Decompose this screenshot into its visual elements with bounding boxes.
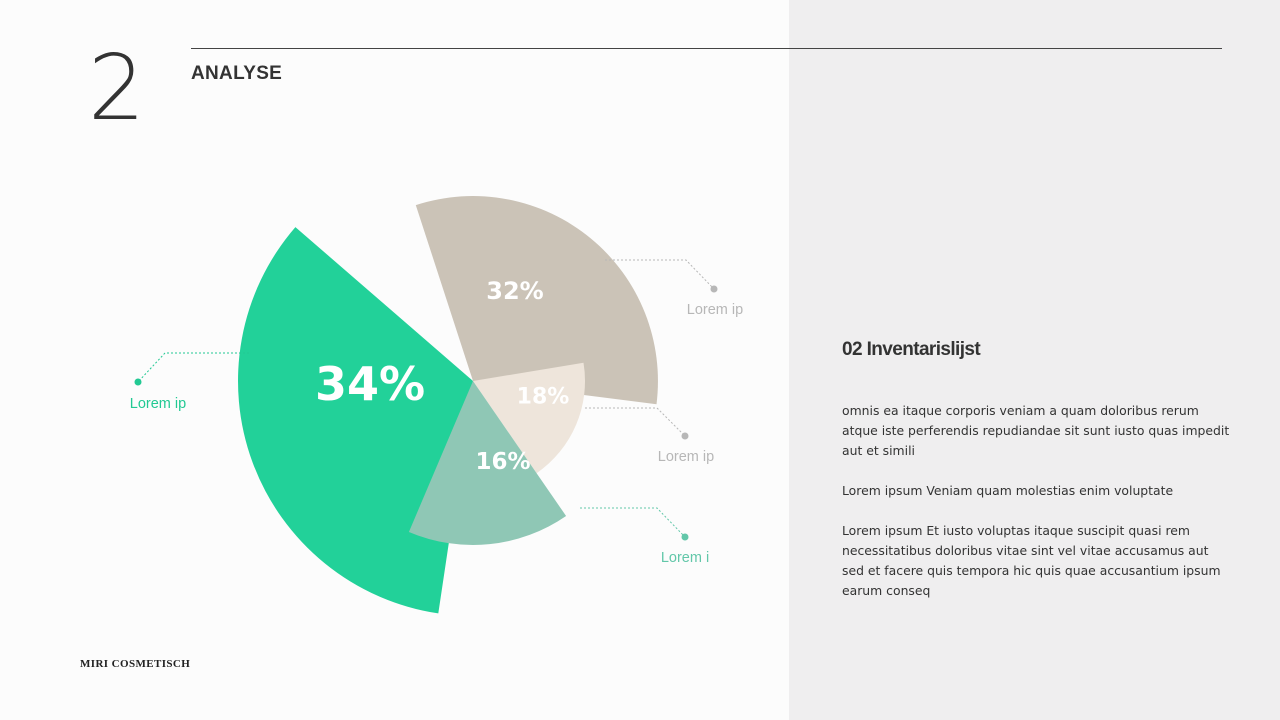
callout-line-1 — [137, 352, 249, 383]
slice-value-label-2: 32% — [486, 277, 543, 305]
pie-slice-4 — [408, 381, 567, 546]
pie-chart: Lorem ip Lorem ip Lorem ip Lorem i 34% 32% 18%… — [130, 196, 743, 614]
info-paragraph-2: Lorem ipsum Veniam quam molestias enim v… — [842, 483, 1174, 498]
callout-dot-1 — [134, 378, 142, 386]
callout-dot-2 — [710, 285, 718, 293]
info-paragraph-1: omnis ea itaque corporis veniam a quam d… — [842, 403, 1230, 458]
pie-slice-1 — [238, 227, 473, 614]
info-body: omnis ea itaque corporis veniam a quam d… — [842, 401, 1234, 621]
callout-line-3 — [585, 407, 686, 437]
callout-line-4 — [580, 507, 686, 538]
section-title: ANALYSE — [191, 63, 283, 84]
pie-slice-2 — [415, 196, 658, 405]
callout-label-3: Lorem ip — [658, 449, 714, 465]
callout-label-1: Lorem ip — [130, 396, 186, 412]
info-title: 02 Inventarislijst — [842, 339, 981, 360]
callout-dot-3 — [681, 432, 689, 440]
callout-label-4: Lorem i — [661, 550, 709, 566]
info-paragraph-3: Lorem ipsum Et iusto voluptas itaque sus… — [842, 523, 1221, 598]
slice-value-label-3: 18% — [517, 385, 570, 410]
header-rule — [191, 48, 1222, 49]
slice-value-label-4: 16% — [475, 449, 530, 475]
callout-label-2: Lorem ip — [687, 302, 743, 318]
section-number: 2 — [88, 36, 146, 141]
brand-name: MIRI COSMETISCH — [80, 658, 191, 670]
callout-dot-4 — [681, 533, 689, 541]
callout-line-2 — [605, 259, 715, 290]
slice-value-label-1: 34% — [315, 357, 425, 411]
right-panel — [789, 0, 1280, 720]
pie-slice-3 — [473, 362, 586, 474]
